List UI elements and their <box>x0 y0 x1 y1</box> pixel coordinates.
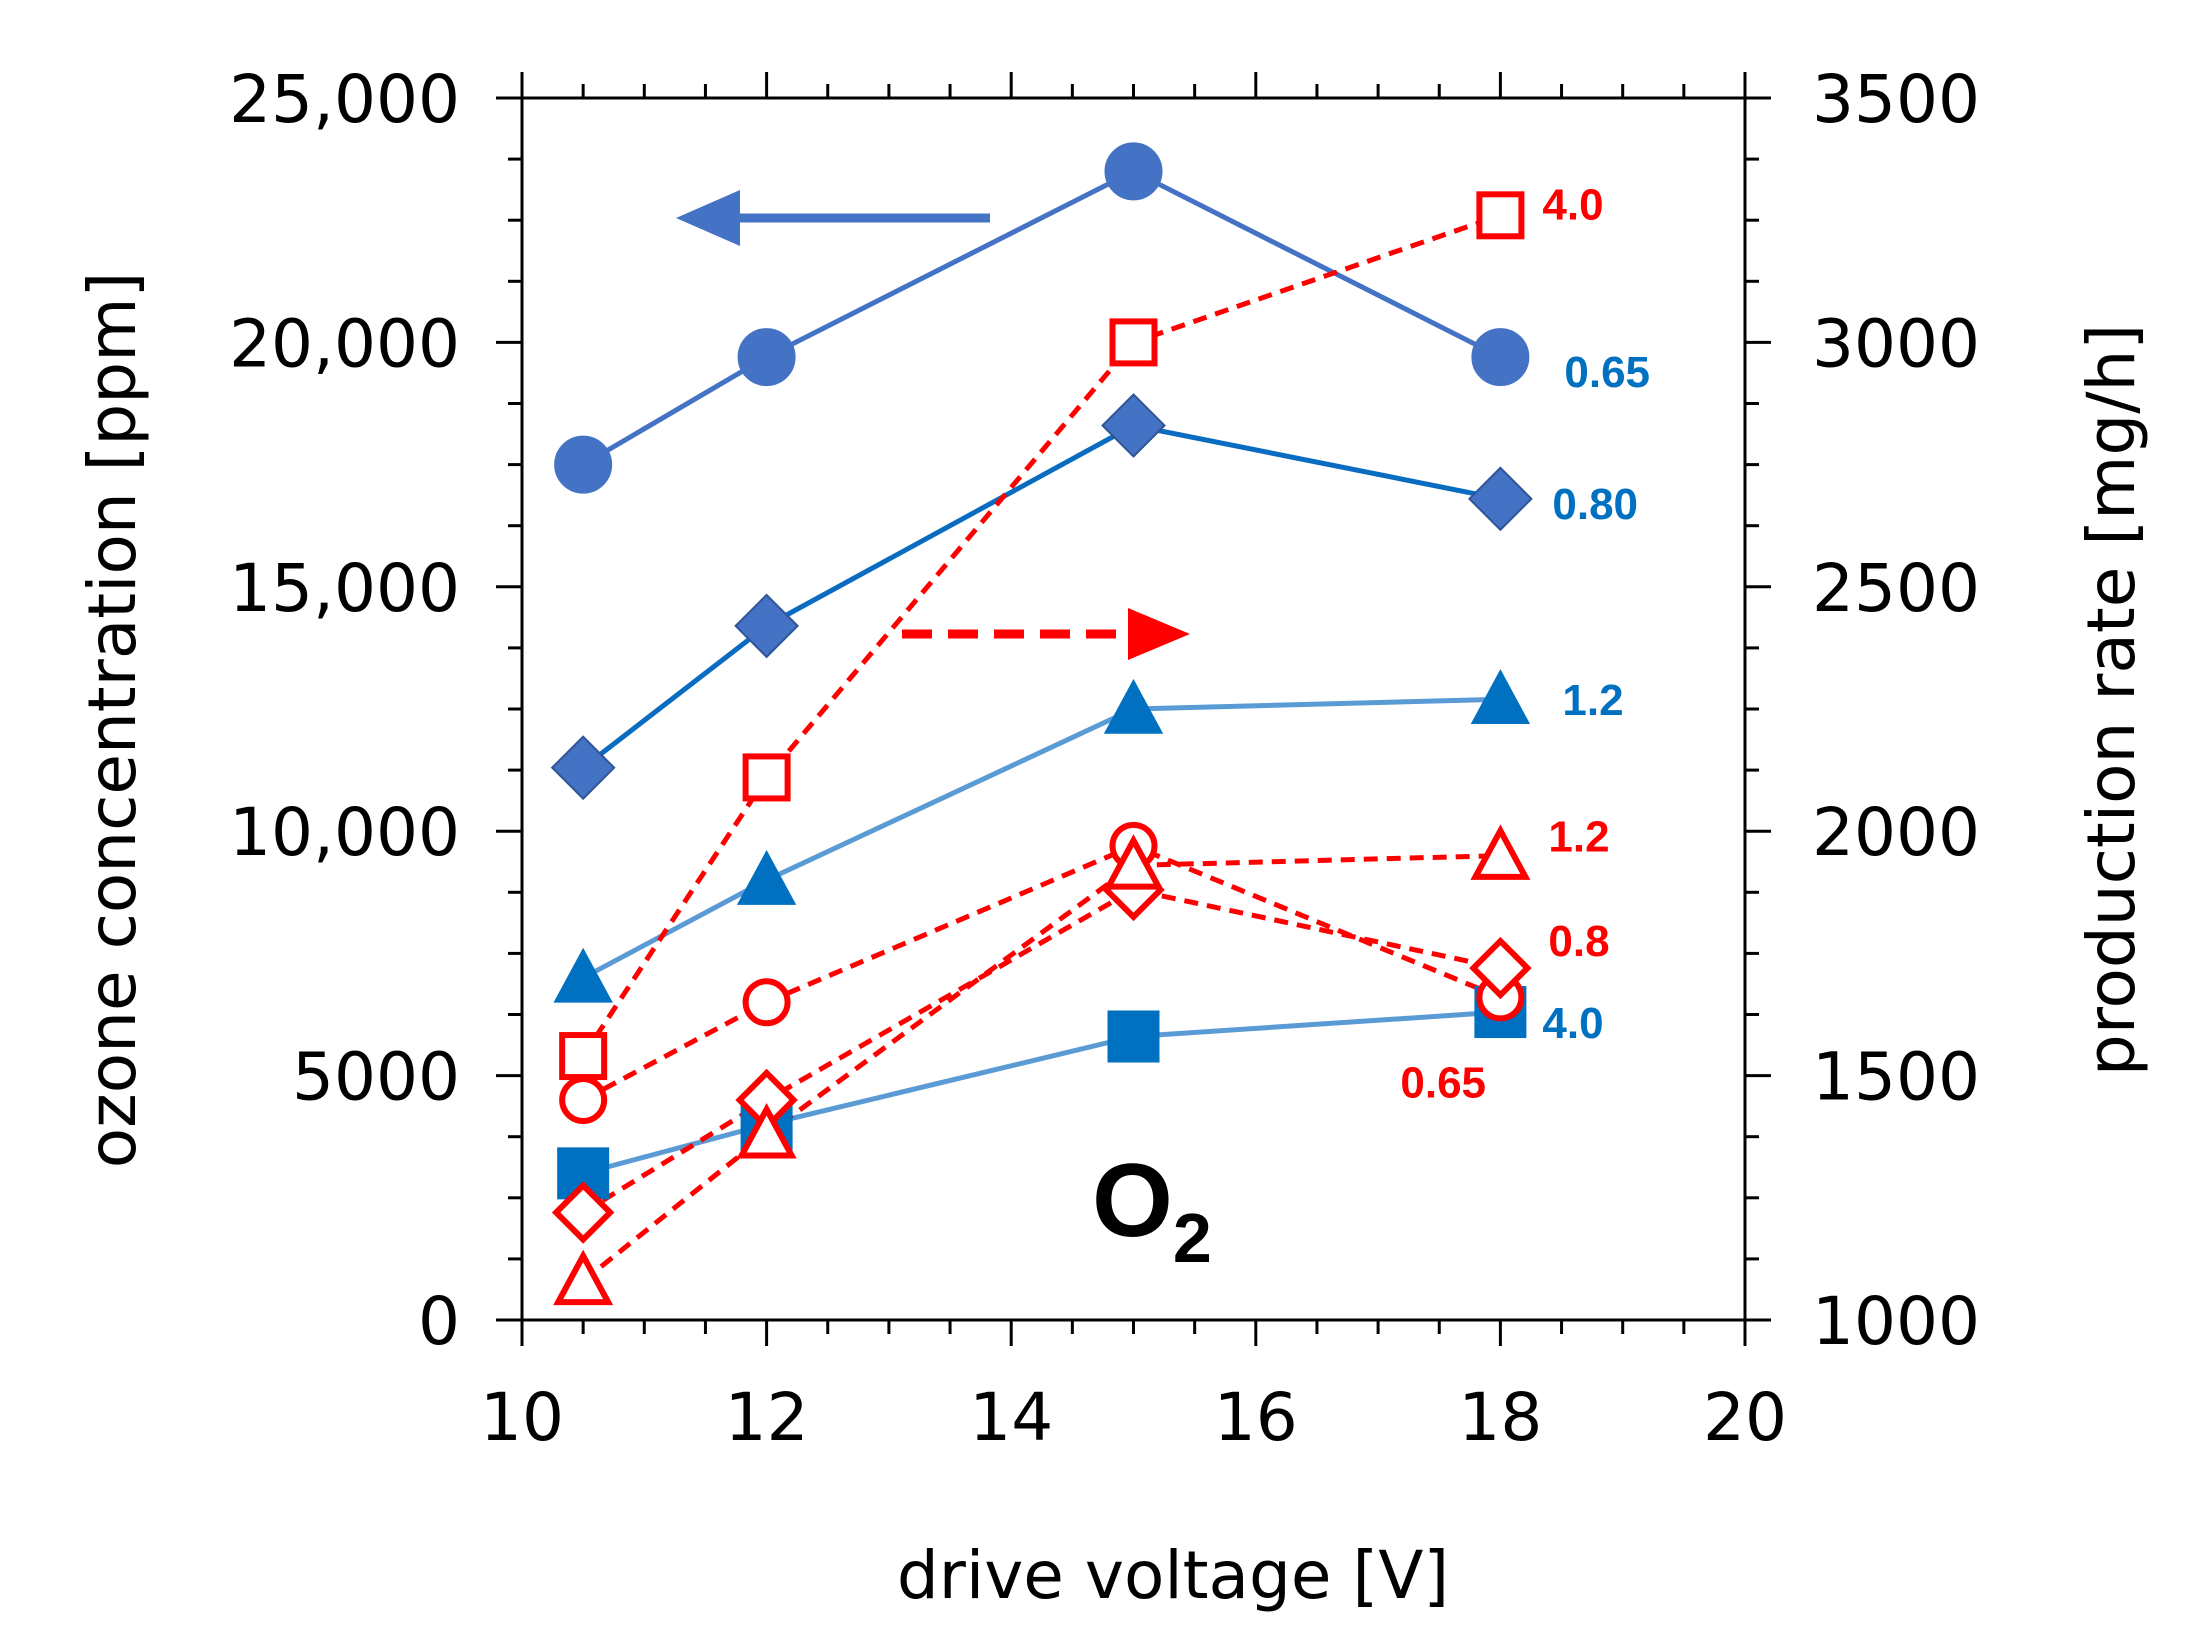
tick-labels: 10 12 14 16 18 20 0 5000 10,000 15,000 20,000 25,00… <box>229 61 1980 1456</box>
series-line-left-square <box>582 1009 1501 1176</box>
series-end-labels: 0.65 0.80 1.2 4.0 4.0 0.65 0.8 1.2 <box>1400 180 1650 1107</box>
marker-triangle-open <box>736 1102 797 1159</box>
marker-diamond-filled <box>1467 466 1533 532</box>
y-right-tick-label: 2000 <box>1812 794 1980 871</box>
marker-triangle-filled <box>1103 678 1164 734</box>
y-right-tick-label: 3500 <box>1812 61 1980 138</box>
marker-circle-filled <box>737 328 796 387</box>
x-tick-label: 16 <box>1214 1379 1298 1456</box>
series-end-label: 0.80 <box>1552 480 1638 529</box>
y-left-tick-label: 10,000 <box>229 794 460 871</box>
marker-circle-filled <box>1104 142 1163 201</box>
series-line-right-diamond <box>581 887 1501 1215</box>
series-end-label: 4.0 <box>1542 999 1603 1048</box>
x-axis-title: drive voltage [V] <box>897 1537 1449 1614</box>
gas-annotation: O2 <box>1092 1143 1212 1277</box>
series-line-left-circle <box>581 168 1502 467</box>
y-right-axis-title: production rate [mg/h] <box>2073 324 2150 1076</box>
marker-diamond-open <box>551 1181 615 1244</box>
x-tick-label: 20 <box>1703 1379 1787 1456</box>
y-left-tick-label: 15,000 <box>229 550 460 627</box>
marker-diamond-filled <box>550 735 616 801</box>
series-markers <box>550 142 1533 1306</box>
y-right-tick-label: 1000 <box>1812 1283 1980 1360</box>
right-axis-arrow <box>902 608 1190 660</box>
series-lines <box>581 168 1502 1283</box>
marker-triangle-open <box>1470 824 1531 880</box>
marker-square-open <box>1476 191 1525 240</box>
marker-triangle-filled <box>553 947 613 1003</box>
y-right-tick-label: 2500 <box>1812 550 1980 627</box>
series-line-right-triangle <box>581 853 1501 1283</box>
marker-diamond-filled <box>734 593 800 659</box>
x-tick-label: 12 <box>725 1379 809 1456</box>
y-right-tick-label: 1500 <box>1812 1039 1980 1116</box>
series-end-label: 0.65 <box>1400 1058 1486 1107</box>
marker-triangle-open <box>553 1249 614 1306</box>
x-tick-label: 10 <box>480 1379 564 1456</box>
marker-circle-filled <box>554 435 613 494</box>
series-line-left-triangle <box>581 696 1501 981</box>
marker-triangle-filled <box>736 849 797 905</box>
x-tick-label: 18 <box>1458 1379 1542 1456</box>
y-left-tick-label: 20,000 <box>229 305 460 382</box>
marker-triangle-filled <box>1470 669 1531 725</box>
marker-circle-filled <box>1471 328 1530 387</box>
series-end-label: 0.8 <box>1548 917 1609 966</box>
plot-frame <box>520 96 1747 1322</box>
y-left-axis-title: ozone concentration [ppm] <box>74 272 151 1168</box>
y-left-tick-label: 0 <box>418 1283 460 1360</box>
series-line-right-square <box>581 212 1502 1058</box>
series-end-label: 0.65 <box>1564 348 1650 397</box>
y-left-tick-label: 25,000 <box>229 61 460 138</box>
series-end-label: 1.2 <box>1562 676 1623 725</box>
series-line-left-diamond <box>581 422 1501 770</box>
marker-circle-open <box>559 1076 608 1125</box>
marker-circle-open <box>742 978 791 1027</box>
series-line-right-circle <box>581 843 1502 1103</box>
marker-square-open <box>1109 318 1158 367</box>
series-end-label: 4.0 <box>1542 180 1603 229</box>
marker-square-open <box>559 1032 608 1081</box>
marker-triangle-open <box>1103 834 1164 890</box>
y-right-tick-label: 3000 <box>1812 305 1980 382</box>
marker-square-open <box>742 753 791 802</box>
marker-diamond-open <box>1469 936 1532 1000</box>
marker-diamond-filled <box>1101 393 1166 458</box>
x-tick-label: 14 <box>969 1379 1053 1456</box>
marker-square-filled <box>1107 1010 1160 1063</box>
series-end-label: 1.2 <box>1548 813 1609 862</box>
y-left-tick-label: 5000 <box>292 1039 460 1116</box>
left-axis-arrow <box>676 190 990 246</box>
axis-ticks <box>496 72 1771 1346</box>
